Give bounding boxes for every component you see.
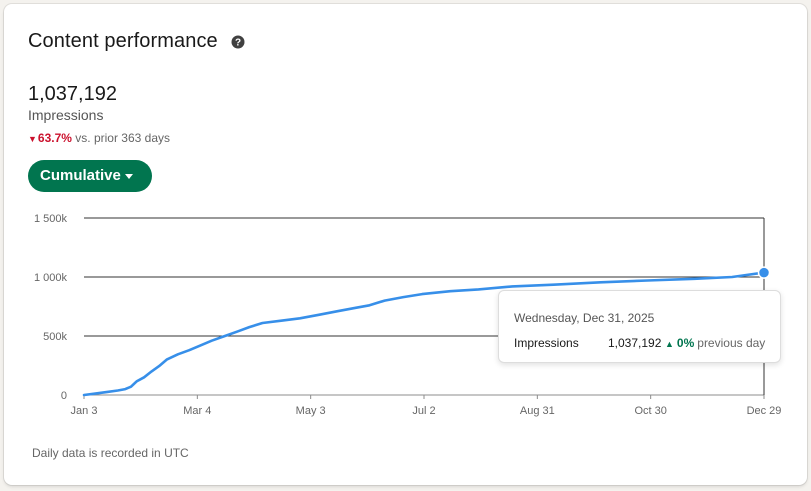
caret-down-icon — [124, 173, 133, 179]
y-tick-label: 1 000k — [34, 272, 68, 284]
tooltip-value: 1,037,192 — [608, 336, 662, 350]
x-tick-label: May 3 — [296, 405, 326, 417]
impressions-total: 1,037,192 — [28, 83, 117, 105]
x-tick-label: Mar 4 — [183, 405, 211, 417]
y-axis-ticks: 0 500k 1 000k 1 500k — [34, 213, 68, 402]
tooltip-series-name: Impressions — [514, 336, 579, 350]
x-axis-ticks: Jan 3 Mar 4 May 3 Jul 2 Aug 31 Oct 30 Dec 29 — [71, 395, 782, 417]
chart-series — [82, 266, 771, 397]
series-line-impressions — [82, 271, 766, 397]
tooltip-change: ▲ 0% previous day — [665, 336, 765, 350]
change-percent: 63.7% — [37, 131, 72, 145]
impressions-line-chart: 0 500k 1 000k 1 500k Jan 3 Mar 4 May 3 Jul 2 Au… — [34, 213, 782, 417]
cumulative-dropdown-button[interactable]: Cumulative — [28, 160, 152, 192]
y-tick-label: 1 500k — [34, 213, 68, 225]
up-triangle-icon: ▲ — [665, 339, 674, 349]
x-tick-label: Dec 29 — [747, 405, 782, 417]
y-tick-label: 0 — [61, 390, 67, 402]
tooltip-date: Wednesday, Dec 31, 2025 — [514, 311, 655, 325]
tooltip-change-text: previous day — [697, 336, 766, 350]
change-comparison-text: vs. prior 363 days — [75, 131, 171, 145]
utc-footnote: Daily data is recorded in UTC — [32, 446, 189, 460]
question-circle-icon[interactable]: ? — [231, 35, 245, 49]
down-triangle-icon: ▼ — [28, 134, 37, 144]
card-title: Content performance — [28, 30, 218, 52]
x-tick-label: Jul 2 — [412, 405, 435, 417]
svg-text:?: ? — [235, 38, 241, 49]
x-tick-label: Aug 31 — [520, 405, 555, 417]
chart-tooltip: Wednesday, Dec 31, 2025 Impressions 1,03… — [498, 290, 781, 363]
x-tick-label: Oct 30 — [634, 405, 666, 417]
x-tick-label: Jan 3 — [71, 405, 98, 417]
cumulative-label: Cumulative — [40, 167, 121, 184]
tooltip-change-percent: 0% — [676, 336, 695, 350]
highlight-point[interactable] — [757, 266, 771, 279]
content-performance-card: Content performance ? 1,037,192 Impressi… — [4, 4, 807, 485]
change-summary: ▼63.7% vs. prior 363 days — [28, 131, 170, 145]
impressions-label: Impressions — [28, 107, 104, 123]
y-tick-label: 500k — [43, 331, 67, 343]
